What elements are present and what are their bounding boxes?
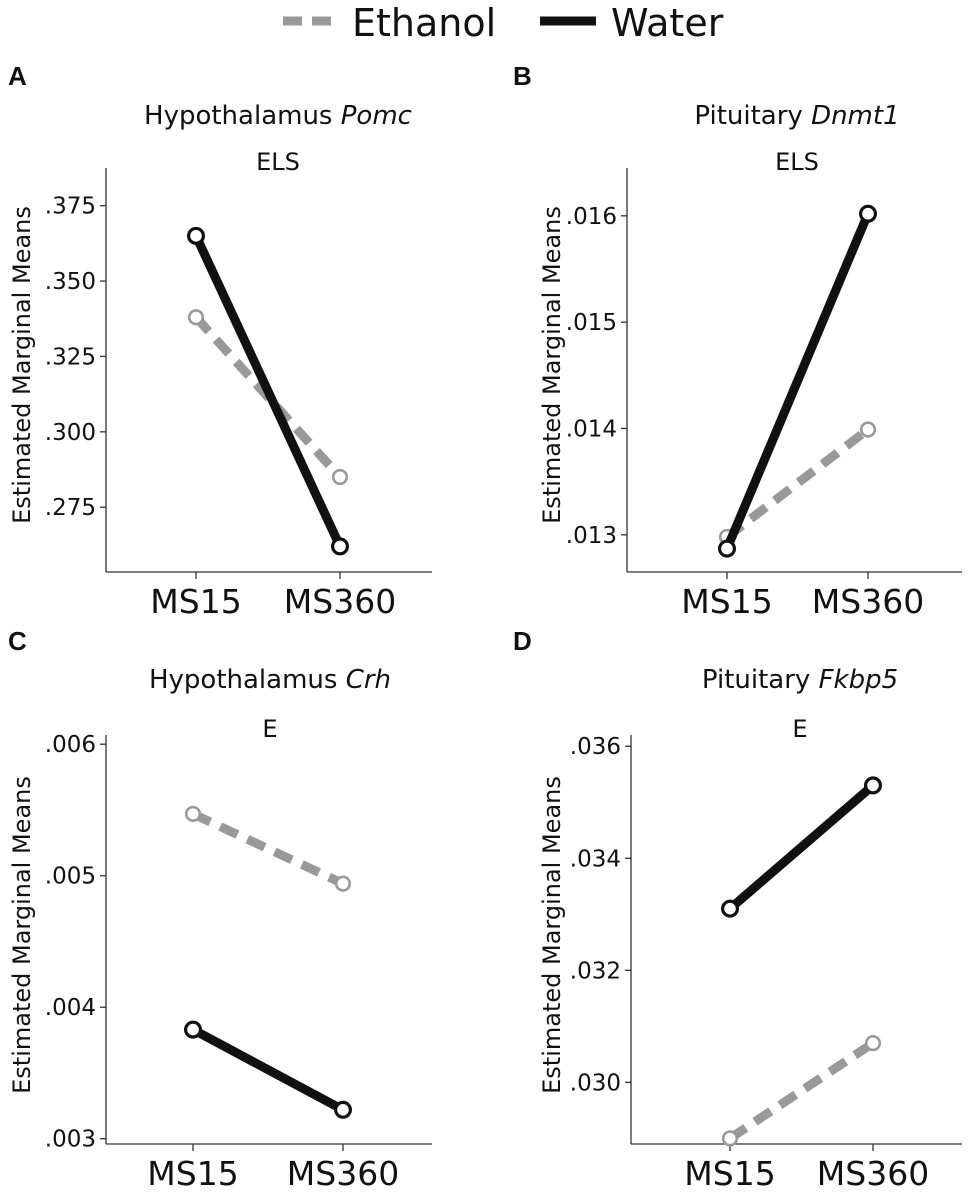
point-water-ms360 (863, 776, 882, 795)
y-tick-label: .030 (570, 1070, 621, 1096)
series-line-water (191, 233, 345, 549)
series-line-ethanol (724, 425, 871, 541)
panel-a: A Hypothalamus Pomc ELS Estimated Marginal … (8, 61, 432, 621)
legend-label-ethanol: Ethanol (352, 1, 496, 45)
panel-title-gene: Crh (346, 665, 391, 695)
panel-title: Pituitary Dnmt1 (694, 101, 899, 131)
panel-title: Hypothalamus Crh (149, 665, 391, 695)
x-tick-label: MS15 (150, 582, 241, 621)
legend-label-water: Water (611, 1, 724, 45)
panel-b: B Pituitary Dnmt1 ELS Estimated Marginal Me… (513, 61, 962, 621)
y-axis-label: Estimated Marginal Means (8, 206, 36, 524)
panel-title-gene: Fkbp5 (819, 665, 899, 695)
panel-title-region: Pituitary (702, 665, 810, 695)
y-axis-label: Estimated Marginal Means (538, 776, 566, 1094)
point-ethanol-ms360 (334, 875, 352, 892)
panel-letter: D (513, 626, 532, 656)
x-tick-label: MS360 (287, 1154, 399, 1193)
y-tick-label: .006 (45, 732, 96, 758)
point-water-ms360 (334, 1100, 353, 1119)
x-tick-label: MS360 (284, 582, 396, 621)
panel-title-region: Pituitary (694, 101, 802, 131)
panel-subtitle: E (262, 715, 277, 743)
panel-subtitle: ELS (256, 148, 300, 176)
panel-c: C Hypothalamus Crh E Estimated Marginal Mea… (8, 626, 432, 1193)
y-tick-label: .034 (570, 846, 621, 872)
series-line-water (190, 1025, 346, 1114)
y-tick-label: .375 (45, 194, 96, 220)
panel-letter: C (8, 626, 27, 656)
panel-title-region: Hypothalamus (149, 665, 337, 695)
y-tick-label: .004 (45, 995, 96, 1021)
y-tick-label: .350 (45, 269, 96, 295)
y-tick-label: .005 (45, 864, 96, 890)
x-tick-label: MS15 (681, 582, 772, 621)
panel-subtitle: ELS (775, 148, 819, 176)
point-ethanol-ms360 (864, 1035, 882, 1052)
legend: Ethanol Water (283, 1, 724, 45)
x-tick-label: MS15 (684, 1154, 775, 1193)
point-water-ms360 (858, 204, 877, 223)
panel-title: Hypothalamus Pomc (144, 101, 412, 131)
point-ethanol-ms15 (187, 309, 205, 326)
point-ethanol-ms360 (859, 421, 877, 438)
panel-subtitle: E (792, 715, 807, 743)
x-tick-label: MS360 (812, 582, 924, 621)
panel-title-gene: Dnmt1 (811, 101, 900, 131)
y-tick-label: .300 (45, 420, 96, 446)
series-line-ethanol (727, 1039, 876, 1143)
y-tick-label: .015 (566, 310, 617, 336)
y-tick-label: .036 (570, 734, 621, 760)
y-tick-label: .275 (45, 495, 96, 521)
y-tick-label: .013 (566, 523, 617, 549)
point-water-ms15 (184, 1020, 203, 1039)
series-line-ethanol (191, 809, 345, 888)
point-water-ms360 (331, 537, 350, 556)
panel-d: D Pituitary Fkbp5 E Estimated Marginal Mean… (513, 626, 962, 1193)
y-tick-label: .032 (570, 958, 621, 984)
panel-title: Pituitary Fkbp5 (702, 665, 898, 695)
point-ethanol-ms15 (721, 1130, 739, 1147)
panel-title-gene: Pomc (341, 101, 412, 131)
panel-title-region: Hypothalamus (144, 101, 332, 131)
y-axis-label: Estimated Marginal Means (538, 206, 566, 524)
point-water-ms15 (187, 226, 206, 245)
panel-letter: A (8, 61, 27, 91)
y-tick-label: .325 (45, 344, 96, 370)
series-line-water (722, 211, 873, 551)
x-tick-label: MS15 (147, 1154, 238, 1193)
y-tick-label: .003 (45, 1127, 96, 1153)
y-axis-label: Estimated Marginal Means (8, 776, 36, 1094)
x-tick-label: MS360 (817, 1154, 929, 1193)
point-water-ms15 (717, 539, 736, 558)
panel-letter: B (513, 61, 532, 91)
panels: A Hypothalamus Pomc ELS Estimated Marginal … (8, 61, 962, 1193)
y-tick-label: .014 (566, 416, 617, 442)
point-ethanol-ms360 (331, 468, 349, 486)
point-water-ms15 (720, 899, 739, 918)
y-tick-label: .016 (566, 204, 617, 230)
point-ethanol-ms15 (184, 805, 202, 823)
series-line-water (727, 782, 876, 913)
